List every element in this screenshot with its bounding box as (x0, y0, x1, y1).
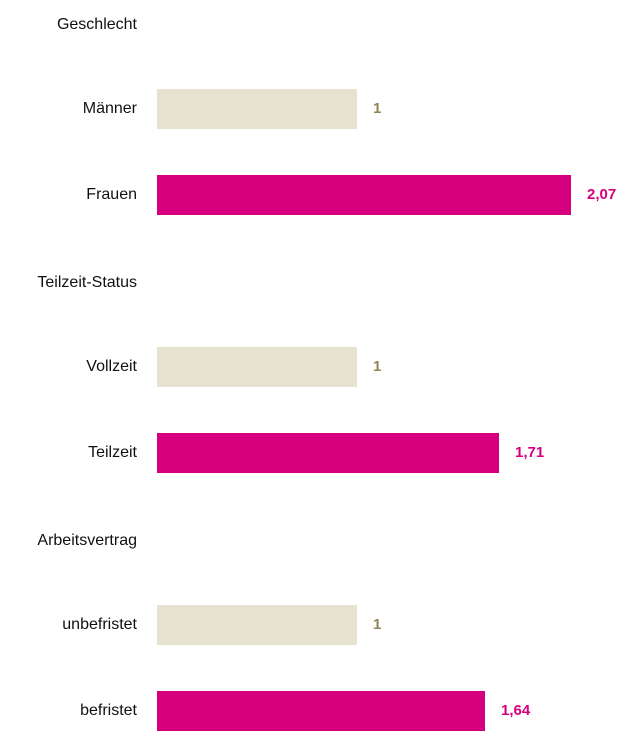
bar (157, 89, 357, 129)
bar (157, 691, 485, 731)
bar (157, 347, 357, 387)
group-title: Teilzeit-Status (37, 274, 137, 291)
value-label: 2,07 (587, 186, 616, 203)
category-label: befristet (80, 702, 137, 719)
bar (157, 175, 571, 215)
value-label: 1,71 (515, 444, 544, 461)
bar (157, 605, 357, 645)
category-label: Vollzeit (86, 358, 137, 375)
category-label: Männer (83, 100, 138, 117)
category-label: Teilzeit (88, 444, 137, 461)
group-title: Geschlecht (57, 16, 138, 33)
bar (157, 433, 499, 473)
value-label: 1,64 (501, 702, 531, 719)
category-label: unbefristet (62, 616, 137, 633)
value-label: 1 (373, 100, 381, 117)
category-label: Frauen (86, 186, 137, 203)
value-label: 1 (373, 358, 381, 375)
group-title: Arbeitsvertrag (37, 532, 137, 549)
value-label: 1 (373, 616, 381, 633)
